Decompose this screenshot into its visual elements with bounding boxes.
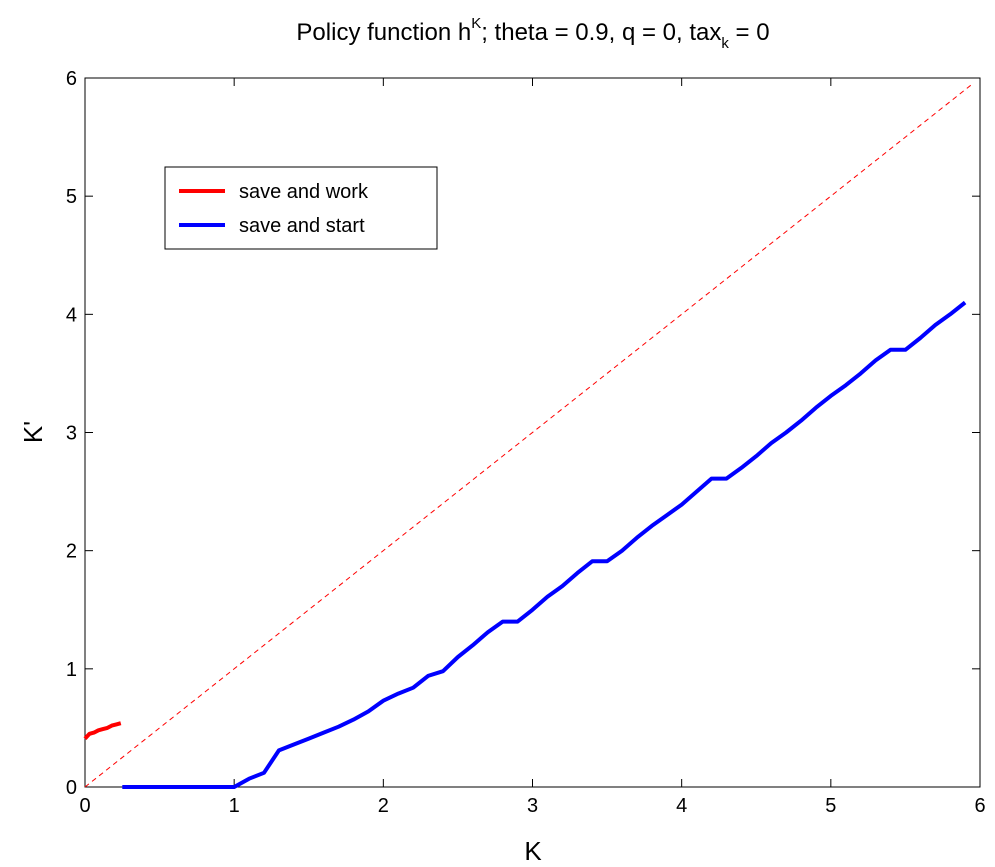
title-superscript: K [471, 15, 481, 32]
y-tick-label: 4 [66, 304, 77, 326]
x-tick-label: 2 [378, 795, 389, 817]
x-tick-label: 3 [527, 795, 538, 817]
title-main: Policy function h [296, 19, 471, 46]
y-tick-label: 5 [66, 186, 77, 208]
x-axis-label: K [524, 836, 542, 866]
x-tick-label: 0 [79, 795, 90, 817]
y-tick-label: 3 [66, 423, 77, 445]
y-tick-label: 6 [66, 68, 77, 90]
title-subscript: k [721, 35, 729, 52]
y-tick-label: 1 [66, 659, 77, 681]
x-tick-label: 5 [825, 795, 836, 817]
legend: save and work save and start [164, 166, 438, 250]
y-tick-label: 2 [66, 541, 77, 563]
title-suffix: = 0 [729, 19, 770, 46]
series-line-save-and-start [122, 300, 967, 789]
y-axis-label: K' [18, 421, 48, 443]
legend-label: save and work [239, 181, 369, 203]
plot-area: 0 1 2 3 4 5 6 0 1 2 3 4 5 6 [66, 68, 986, 817]
legend-label: save and start [239, 215, 365, 237]
x-tick-label: 1 [229, 795, 240, 817]
x-tick-label: 4 [676, 795, 687, 817]
series-line-save-and-work [83, 721, 122, 740]
chart-title: Policy function hK; theta = 0.9, q = 0, … [296, 15, 769, 52]
title-params: theta = 0.9, q = 0, tax [495, 19, 722, 46]
x-tick-label: 6 [974, 795, 985, 817]
y-tick-label: 0 [66, 777, 77, 799]
legend-box [164, 166, 438, 250]
